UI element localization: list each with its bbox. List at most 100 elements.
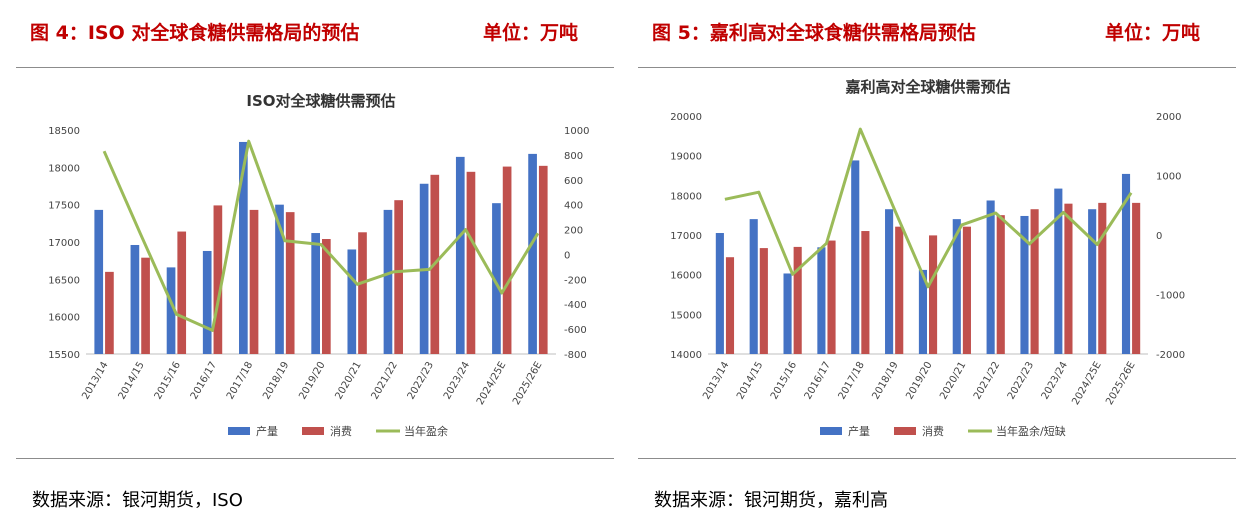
consumption-bar xyxy=(1132,202,1141,354)
y-left-tick-label: 15500 xyxy=(48,350,80,361)
legend-swatch xyxy=(228,427,250,435)
x-tick-label: 2014/15 xyxy=(117,360,147,401)
consumption-bar xyxy=(1030,209,1039,354)
surplus-line xyxy=(724,127,1133,289)
consumption-bar xyxy=(827,240,836,354)
y-left-tick-label: 16500 xyxy=(48,275,80,286)
consumption-bar xyxy=(996,215,1005,354)
x-tick-label: 2015/16 xyxy=(769,360,799,401)
consumption-bar xyxy=(759,248,768,354)
x-tick-label: 2023/24 xyxy=(442,360,472,401)
y-right-tick-label: 400 xyxy=(564,201,583,212)
y-left-tick-label: 15000 xyxy=(670,310,702,321)
consumption-bar xyxy=(177,231,187,354)
figure-4-panel: 图 4：ISO 对全球食糖供需格局的预估 单位：万吨 ISO对全球糖供需预估 15… xyxy=(16,0,616,525)
production-bar xyxy=(851,160,860,354)
x-tick-label: 2020/21 xyxy=(938,360,968,401)
y-left-tick-label: 18000 xyxy=(670,191,702,202)
y-right-tick-label: 0 xyxy=(564,250,570,261)
production-bar xyxy=(347,249,357,354)
source-note: 数据来源：银河期货，ISO xyxy=(32,490,243,511)
legend-label: 消费 xyxy=(330,424,352,438)
consumption-bar xyxy=(105,271,114,354)
y-right-tick-label: 200 xyxy=(564,226,583,237)
production-bar xyxy=(986,200,995,354)
y-left-tick-label: 17500 xyxy=(48,201,80,212)
y-right-tick-label: 1000 xyxy=(1156,172,1181,183)
production-bar xyxy=(166,267,176,354)
consumption-bar xyxy=(725,257,735,354)
figure-header: 图 5：嘉利高对全球食糖供需格局预估 单位：万吨 xyxy=(638,18,1238,44)
x-tick-label: 2020/21 xyxy=(333,360,363,401)
consumption-bar xyxy=(929,235,938,354)
consumption-bar xyxy=(213,205,223,354)
consumption-bar xyxy=(141,257,150,354)
legend-label: 产量 xyxy=(848,424,870,438)
y-right-tick-label: -1000 xyxy=(1156,291,1185,302)
legend-label: 消费 xyxy=(922,424,944,438)
x-tick-label: 2022/23 xyxy=(406,360,436,401)
production-bar xyxy=(528,153,537,354)
y-left-tick-label: 16000 xyxy=(670,271,702,282)
y-left-tick-label: 18000 xyxy=(48,163,80,174)
bottom-rule xyxy=(638,458,1236,459)
consumption-bar xyxy=(861,231,870,354)
legend-swatch xyxy=(894,427,916,435)
chart-title: ISO对全球糖供需预估 xyxy=(246,92,395,110)
unit-label: 单位：万吨 xyxy=(482,22,578,44)
x-tick-label: 2023/24 xyxy=(1040,360,1070,401)
production-bar xyxy=(275,204,284,354)
consumption-bar xyxy=(285,212,295,354)
production-bar xyxy=(383,209,393,354)
production-bar xyxy=(817,247,826,354)
legend-label: 当年盈余 xyxy=(404,424,448,438)
y-right-tick-label: 0 xyxy=(1156,231,1162,242)
production-bar xyxy=(918,269,927,354)
production-bar xyxy=(1121,173,1131,354)
production-bar xyxy=(1054,188,1063,354)
production-bar xyxy=(1088,209,1097,354)
x-tick-label: 2016/17 xyxy=(189,360,219,401)
y-right-tick-label: -200 xyxy=(564,275,587,286)
production-bar xyxy=(1020,215,1029,354)
figure-5-panel: 图 5：嘉利高对全球食糖供需格局预估 单位：万吨 嘉利高对全球糖供需预估 1400… xyxy=(638,0,1238,525)
source-note: 数据来源：银河期货，嘉利高 xyxy=(654,490,888,511)
production-bar xyxy=(783,273,792,354)
y-left-tick-label: 17000 xyxy=(48,238,80,249)
x-tick-label: 2024/25E xyxy=(475,360,508,407)
consumption-bar xyxy=(895,226,904,354)
x-tick-label: 2017/18 xyxy=(225,360,255,401)
x-tick-label: 2024/25E xyxy=(1070,360,1103,407)
x-tick-label: 2015/16 xyxy=(153,360,183,401)
y-right-tick-label: 1000 xyxy=(564,126,589,137)
x-tick-label: 2018/19 xyxy=(261,360,291,401)
production-bar xyxy=(202,250,212,354)
x-tick-label: 2019/20 xyxy=(904,360,934,401)
chart-title: 嘉利高对全球糖供需预估 xyxy=(844,78,1010,96)
czarnikow-sugar-chart: 嘉利高对全球糖供需预估 14000 15000 16000 17000 18000 1900… xyxy=(670,78,1185,438)
x-tick-label: 2016/17 xyxy=(803,360,833,401)
figure-title: 图 4：ISO 对全球食糖供需格局的预估 xyxy=(30,22,360,44)
y-right-tick-label: 2000 xyxy=(1156,112,1181,123)
consumption-bar xyxy=(249,209,259,354)
x-tick-label: 2013/14 xyxy=(80,360,110,401)
production-bar xyxy=(239,141,248,354)
surplus-line xyxy=(102,139,540,332)
consumption-bar xyxy=(1064,203,1073,354)
consumption-bar xyxy=(358,232,367,354)
production-bar xyxy=(952,219,961,354)
x-tick-label: 2017/18 xyxy=(837,360,867,401)
consumption-bar xyxy=(394,200,403,354)
consumption-bar xyxy=(322,239,331,354)
production-bar xyxy=(885,209,894,354)
unit-label: 单位：万吨 xyxy=(1104,22,1200,44)
y-right-tick-label: -800 xyxy=(564,350,587,361)
y-right-tick-label: 800 xyxy=(564,151,583,162)
x-tick-label: 2021/22 xyxy=(972,360,1002,401)
x-tick-label: 2025/26E xyxy=(511,360,544,407)
top-rule xyxy=(638,67,1236,68)
x-tick-label: 2025/26E xyxy=(1104,360,1137,407)
y-left-tick-label: 19000 xyxy=(670,152,702,163)
production-bar xyxy=(311,233,320,354)
production-bar xyxy=(455,156,465,354)
